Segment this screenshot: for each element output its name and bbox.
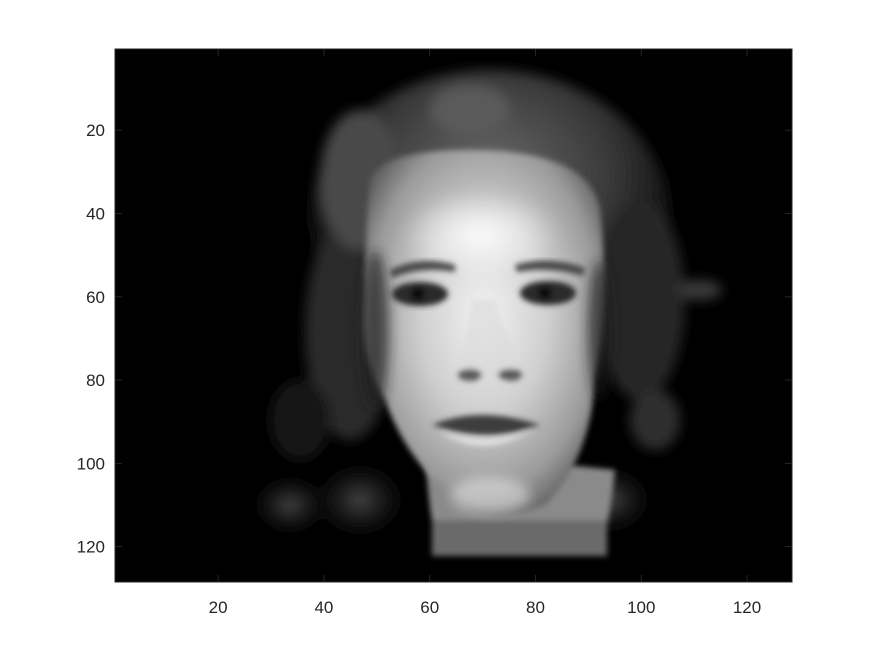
- y-tick-label: 60: [86, 288, 105, 307]
- face-image: [115, 49, 792, 582]
- x-tick-label: 80: [526, 598, 545, 617]
- y-tick-label: 80: [86, 371, 105, 390]
- y-tick-label: 20: [86, 121, 105, 140]
- y-tick-label: 40: [86, 204, 105, 223]
- y-tick-label: 120: [77, 538, 105, 557]
- y-tick-label: 100: [77, 454, 105, 473]
- axes-box: [114, 48, 793, 583]
- x-tick-label: 100: [627, 598, 655, 617]
- x-tick-label: 120: [733, 598, 761, 617]
- y-axis: 20 40 60 80 100 120: [77, 121, 792, 557]
- x-tick-label: 40: [314, 598, 333, 617]
- x-tick-label: 20: [209, 598, 228, 617]
- x-tick-label: 60: [420, 598, 439, 617]
- x-axis: 20 40 60 80 100 120: [209, 49, 761, 617]
